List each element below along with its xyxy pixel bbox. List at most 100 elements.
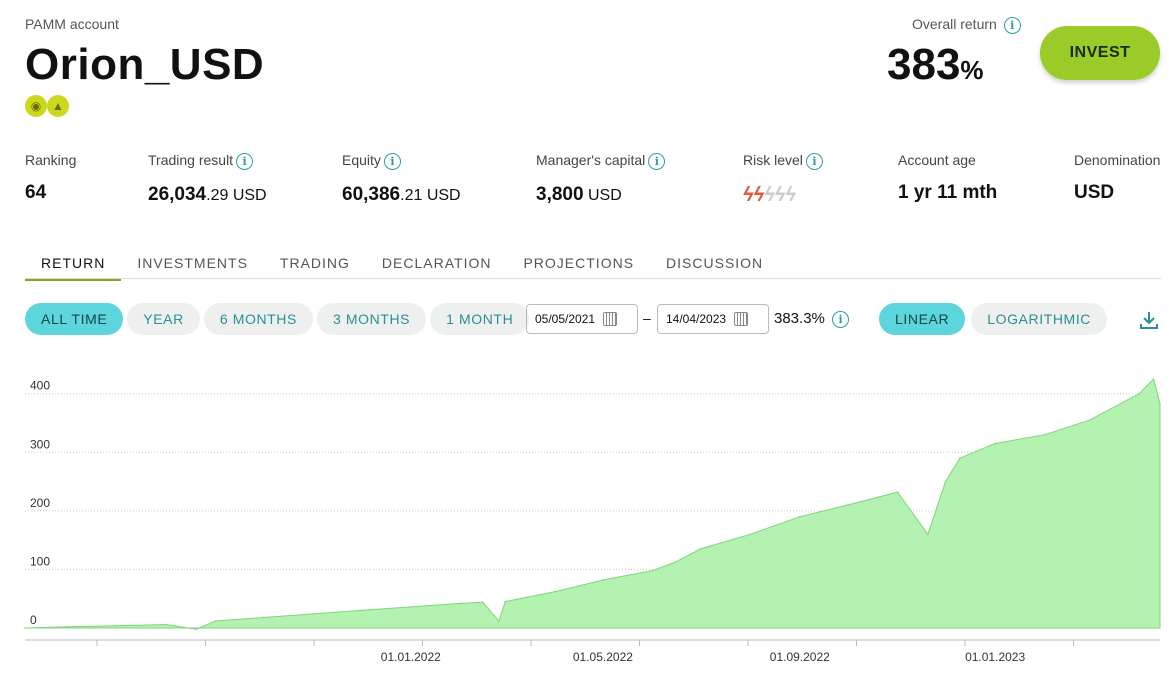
y-tick-label: 300: [30, 437, 50, 451]
stat-equity: Equity i 60,386.21 USD: [342, 152, 461, 206]
info-icon[interactable]: i: [648, 152, 666, 170]
stat-label: Manager's capital i: [536, 152, 666, 170]
data-point: [1088, 419, 1091, 421]
data-point: [554, 590, 556, 593]
data-point: [67, 626, 70, 628]
account-type-label: PAMM account: [25, 16, 119, 32]
stat-trading-result: Trading result i 26,034.29 USD: [148, 152, 267, 206]
risk-bolt-icon: ϟ: [764, 183, 775, 206]
date-to-field[interactable]: 14/04/2023: [657, 304, 769, 334]
date-to-value: 14/04/2023: [666, 312, 727, 326]
data-point: [504, 600, 507, 603]
overall-return-value: 383%: [887, 40, 984, 90]
stat-label-text: Ranking: [25, 152, 77, 168]
overall-return-number: 383: [887, 40, 961, 89]
data-point: [459, 602, 462, 605]
tab-declaration[interactable]: DECLARATION: [381, 255, 492, 271]
stat-label: Denomination: [1074, 152, 1160, 168]
invest-button[interactable]: INVEST: [1040, 26, 1160, 80]
stat-value-decimals: .29: [206, 186, 229, 204]
stat-ranking: Ranking 64: [25, 152, 76, 204]
y-tick-label: 400: [30, 379, 50, 393]
period-return: 383.3% i: [774, 310, 850, 328]
stat-label: Risk level i: [743, 152, 823, 170]
data-point: [896, 491, 899, 493]
stat-value-main: USD: [1074, 182, 1115, 203]
y-tick-label: 0: [30, 613, 37, 627]
info-icon[interactable]: i: [1003, 16, 1021, 34]
calendar-icon[interactable]: [734, 312, 749, 326]
scale-selector: LINEAR LOGARITHMIC: [879, 303, 1108, 335]
tab-investments[interactable]: INVESTMENTS: [137, 255, 248, 271]
stat-label-text: Account age: [898, 152, 976, 168]
stat-manager-s-capital: Manager's capital i 3,800 USD: [536, 152, 666, 206]
scale-linear-button[interactable]: LINEAR: [879, 303, 966, 335]
stat-value-main: 1 yr 11 mth: [898, 182, 998, 203]
period-3-months-button[interactable]: 3 MONTHS: [316, 303, 427, 335]
period-return-value: 383.3%: [774, 310, 825, 327]
data-point: [847, 504, 849, 506]
date-from-field[interactable]: 05/05/2021: [526, 304, 638, 334]
data-point: [1138, 392, 1140, 395]
tab-discussion[interactable]: DISCUSSION: [666, 255, 764, 271]
scale-logarithmic-button[interactable]: LOGARITHMIC: [971, 303, 1108, 335]
overall-return-unit: %: [960, 55, 984, 85]
period-1-month-button[interactable]: 1 MONTH: [430, 303, 530, 335]
period-all-time-button[interactable]: ALL TIME: [25, 303, 124, 335]
info-icon[interactable]: i: [383, 152, 401, 170]
x-tick-label: 01.01.2023: [965, 650, 1025, 664]
calendar-icon[interactable]: [603, 312, 618, 326]
badges: ◉ ▲: [25, 95, 69, 117]
risk-bolt-icon: ϟ: [753, 183, 765, 206]
stat-value-decimals: .21: [400, 186, 423, 204]
data-point: [674, 561, 676, 564]
stat-label: Ranking: [25, 152, 76, 168]
x-tick-label: 01.01.2022: [381, 650, 441, 664]
stat-label-text: Manager's capital: [536, 152, 646, 168]
data-point: [482, 601, 484, 604]
data-point: [360, 609, 362, 612]
data-point: [699, 548, 702, 550]
stat-account-age: Account age 1 yr 11 mth: [898, 152, 997, 204]
download-icon[interactable]: [1138, 309, 1160, 336]
data-point: [1159, 402, 1161, 405]
period-year-button[interactable]: YEAR: [127, 303, 200, 335]
data-point: [927, 533, 929, 536]
date-from-value: 05/05/2021: [535, 312, 596, 326]
data-point: [262, 616, 265, 619]
tab-divider: [25, 278, 1161, 279]
chat-icon[interactable]: ◉: [25, 95, 47, 117]
data-point: [115, 624, 118, 627]
period-selector: ALL TIME YEAR 6 MONTHS 3 MONTHS 1 MONTH: [25, 303, 530, 335]
data-point: [749, 533, 751, 536]
y-tick-label: 200: [30, 496, 50, 510]
tab-return[interactable]: RETURN: [25, 255, 122, 281]
risk-bolt-icon: ϟ: [774, 183, 786, 206]
stat-risk-level: Risk level i ϟϟϟϟϟ: [743, 152, 823, 207]
stat-label-text: Trading result: [148, 152, 234, 168]
data-point: [312, 613, 314, 615]
data-point: [994, 442, 996, 445]
stat-value-unit: USD: [228, 186, 267, 204]
y-tick-label: 100: [30, 554, 50, 568]
stat-label-text: Denomination: [1074, 152, 1161, 168]
overall-return-text: Overall return: [912, 16, 997, 32]
stat-value: 26,034.29 USD: [148, 184, 267, 206]
stat-value-unit: USD: [583, 186, 622, 204]
thumbs-up-icon[interactable]: ▲: [47, 95, 69, 117]
stat-value: USD: [1074, 182, 1160, 204]
return-area-series: [24, 378, 1161, 630]
data-point: [195, 628, 198, 630]
stat-denomination: Denomination USD: [1074, 152, 1160, 204]
data-point: [944, 480, 947, 483]
info-icon[interactable]: i: [805, 152, 823, 170]
tab-projections[interactable]: PROJECTIONS: [523, 255, 635, 271]
stat-value: 60,386.21 USD: [342, 184, 461, 206]
risk-bolt-icon: ϟ: [743, 183, 754, 206]
period-6-months-button[interactable]: 6 MONTHS: [203, 303, 313, 335]
page-title: Orion_USD: [25, 40, 265, 89]
info-icon[interactable]: i: [236, 152, 254, 170]
tab-trading[interactable]: TRADING: [279, 255, 350, 271]
x-tick-label: 01.09.2022: [770, 650, 830, 664]
info-icon[interactable]: i: [832, 310, 850, 328]
